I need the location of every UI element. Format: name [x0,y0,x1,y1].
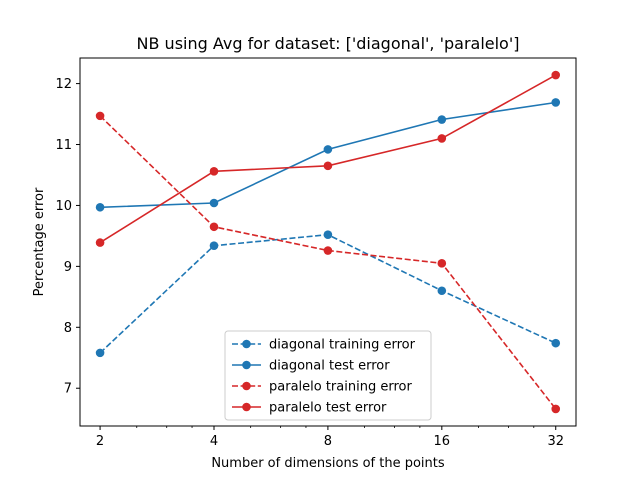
data-point [551,338,561,348]
x-tick-label: 16 [434,434,451,449]
data-point [551,98,561,107]
data-point [437,259,447,268]
data-point [209,241,219,250]
series-line [100,101,556,209]
x-tick-label: 8 [324,434,332,449]
data-point [437,115,447,124]
x-axis: 2 4 8 16 32 [96,426,564,449]
data-point [437,286,447,296]
y-tick-label: 7 [64,382,72,397]
data-point [323,161,333,171]
y-tick-label: 11 [55,138,72,153]
data-point [95,202,105,212]
legend-marker [242,381,251,391]
legend-label: paralelo test error [269,401,387,416]
legend-marker [242,339,251,349]
legend-label: diagonal training error [269,338,416,353]
data-point [323,145,333,154]
x-axis-label: Number of dimensions of the points [211,456,445,471]
legend: diagonal training error diagonal test err… [224,330,432,421]
legend-label: paralelo training error [269,380,412,395]
x-tick-label: 2 [96,434,104,449]
legend-label: diagonal test error [269,359,390,374]
data-point [551,404,561,414]
y-tick-label: 8 [64,321,72,336]
data-point [551,70,561,80]
data-point [323,230,333,239]
data-point [95,238,105,247]
data-point [323,246,333,255]
data-point [437,134,447,143]
y-axis-label: Percentage error [32,187,47,296]
data-point [209,198,219,208]
data-point [95,348,105,358]
y-tick-label: 12 [55,77,72,92]
series-line [99,74,557,244]
data-point [209,167,219,176]
legend-marker [242,360,251,370]
y-axis: 7 8 9 10 11 12 [55,77,80,397]
legend-box [224,330,432,421]
y-tick-label: 10 [55,199,72,214]
data-point [95,111,105,121]
plot-area [95,70,561,414]
y-tick-label: 9 [64,260,72,275]
x-tick-label: 4 [210,434,218,449]
legend-marker [242,402,251,412]
x-tick-label: 32 [547,434,564,449]
chart-title: NB using Avg for dataset: ['diagonal', '… [137,34,520,53]
data-point [209,222,219,232]
